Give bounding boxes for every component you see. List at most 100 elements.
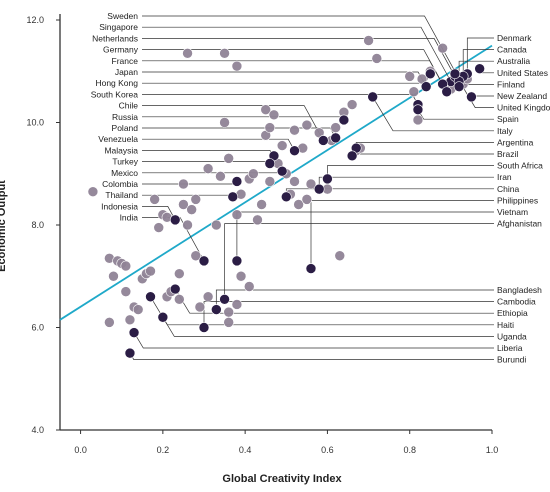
highlighted-data-point [330,132,341,144]
highlighted-data-point [227,191,239,203]
data-point [178,178,189,190]
data-point [174,294,185,305]
y-tick-label: 6.0 [31,323,44,333]
country-label: India [120,213,139,223]
y-tick-label: 4.0 [31,425,44,435]
country-label: Japan [115,67,138,77]
country-label: Russia [112,112,138,122]
data-point [202,291,214,303]
leader-line [215,289,494,310]
data-point [289,124,300,136]
x-axis-ticks: 0.0 0.2 0.4 0.6 0.8 1.0 [74,430,498,455]
highlighted-data-point [264,158,276,169]
data-point [178,199,189,210]
data-point [268,109,280,121]
highlighted-data-point [412,104,424,115]
country-label: Finland [497,79,525,89]
axes: 0.0 0.2 0.4 0.6 0.8 1.0 4.0 6.0 8.0 10.0 12.0 [26,14,498,455]
data-point [120,286,132,297]
leader-line [142,71,427,87]
country-label: United Kingdom [497,103,550,113]
country-label: Spain [497,114,519,124]
data-point [248,168,259,180]
highlighted-data-point [128,327,140,338]
x-tick-label: 0.4 [239,445,252,455]
country-label: Sweden [107,11,138,21]
regression-line [59,44,493,321]
leader-line [236,211,494,261]
highlighted-data-point [169,283,181,295]
data-point [202,163,214,174]
country-label: South Korea [91,89,139,99]
country-label: Thailand [105,190,138,200]
country-label: New Zealand [497,91,547,101]
highlighted-data-point [424,68,436,80]
data-point [437,42,448,54]
leader-line [462,49,494,77]
data-point [408,86,420,98]
x-tick-label: 0.8 [403,445,416,455]
leader-line [142,138,295,151]
country-label: Canada [497,45,527,55]
data-point [256,199,267,210]
highlighted-data-point [338,114,350,126]
leader-line [372,96,494,132]
country-label: Turkey [112,157,138,167]
highlighted-data-point [474,63,485,74]
highlighted-data-point [211,304,222,315]
country-label: Poland [112,123,139,133]
highlighted-data-point [441,86,453,98]
x-tick-label: 1.0 [486,445,499,455]
highlighted-data-point [346,150,358,162]
data-point [289,176,300,187]
country-label: Denmark [497,33,532,43]
country-label: Philippines [497,195,538,205]
data-point [194,301,206,313]
data-point [145,265,156,277]
country-label: Afghanistan [497,219,542,229]
data-point [363,35,374,46]
leader-line [142,38,456,77]
data-point [301,194,313,205]
data-point [235,270,247,282]
country-label: Venezuela [98,134,138,144]
data-point [301,119,313,131]
data-point [243,281,255,292]
data-point [231,60,243,72]
leader-line [224,223,494,300]
data-point [215,171,226,182]
data-point [223,317,234,328]
highlighted-data-point [289,145,300,156]
country-label: Liberia [497,343,523,353]
y-tick-label: 12.0 [26,15,44,25]
highlighted-data-point [124,347,136,359]
data-point [412,114,424,126]
leader-line [142,217,205,262]
highlighted-data-point [466,91,477,103]
leader-line [142,60,448,92]
data-point [252,214,263,226]
leader-line [466,37,494,74]
data-point [132,304,144,315]
data-point [346,99,358,110]
data-point [231,209,243,221]
country-label: Ethiopia [497,308,528,318]
x-axis-title: Global Creativity Index [222,473,342,485]
highlighted-data-point [313,183,325,195]
data-point [404,71,416,82]
data-point [264,176,276,187]
data-point [223,306,234,318]
highlighted-data-point [280,191,292,203]
data-point [260,104,272,115]
highlighted-data-point [169,214,181,226]
leader-line [142,73,431,84]
country-label: South Africa [497,161,543,171]
country-label: Hong Kong [95,78,138,88]
data-point [190,250,202,262]
leader-line [129,352,494,360]
data-point [330,122,341,133]
data-point [305,178,317,190]
leader-line [318,176,494,190]
y-tick-label: 8.0 [31,220,44,230]
